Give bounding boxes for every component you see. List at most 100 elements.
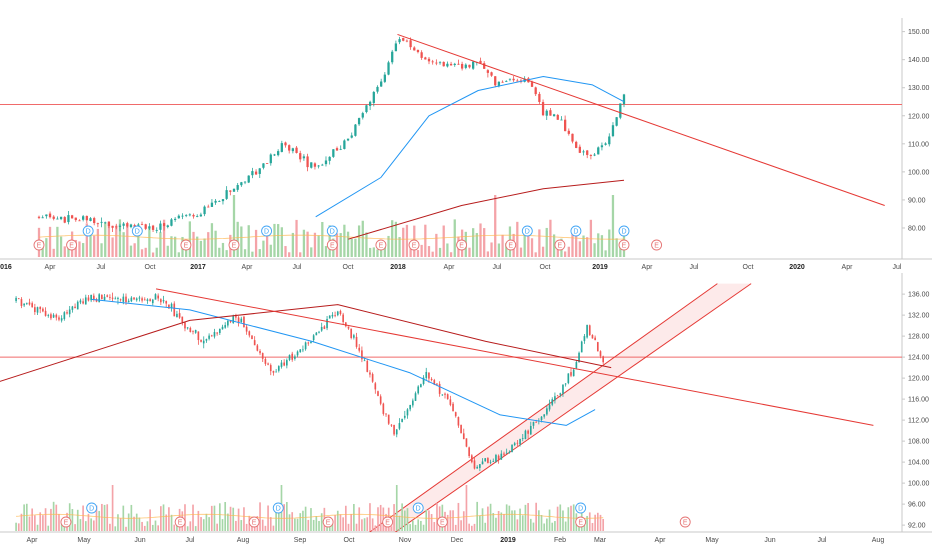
candle[interactable] bbox=[74, 217, 77, 222]
daily-price-pane[interactable]: EDE EDE EDE EDE136.00132.00128.00124.00120.… bbox=[0, 273, 932, 544]
candle[interactable] bbox=[218, 200, 221, 203]
candle[interactable] bbox=[420, 383, 422, 388]
candle[interactable] bbox=[446, 61, 449, 68]
candle[interactable] bbox=[486, 69, 490, 78]
earnings-marker[interactable]: E bbox=[456, 239, 468, 251]
candle[interactable] bbox=[580, 340, 583, 353]
candle[interactable] bbox=[288, 354, 291, 362]
candle[interactable] bbox=[600, 142, 604, 151]
candle[interactable] bbox=[586, 149, 589, 159]
candle[interactable] bbox=[42, 307, 44, 313]
candle[interactable] bbox=[424, 56, 427, 60]
candle[interactable] bbox=[197, 331, 200, 345]
candle[interactable] bbox=[339, 145, 342, 151]
candle[interactable] bbox=[398, 418, 401, 431]
candle[interactable] bbox=[251, 335, 253, 340]
candle[interactable] bbox=[192, 330, 194, 335]
candle[interactable] bbox=[138, 295, 141, 302]
candle[interactable] bbox=[31, 301, 34, 308]
candle[interactable] bbox=[380, 78, 383, 87]
candle[interactable] bbox=[484, 457, 487, 462]
earnings-marker[interactable]: E bbox=[174, 516, 186, 528]
candle[interactable] bbox=[326, 316, 328, 331]
candle[interactable] bbox=[602, 355, 605, 365]
candle[interactable] bbox=[283, 359, 285, 367]
candle[interactable] bbox=[353, 333, 355, 340]
dividend-marker[interactable]: D bbox=[261, 225, 273, 237]
candle[interactable] bbox=[50, 312, 52, 321]
candle[interactable] bbox=[521, 434, 524, 442]
candle[interactable] bbox=[512, 76, 515, 82]
candle[interactable] bbox=[66, 309, 68, 315]
candle[interactable] bbox=[253, 336, 256, 346]
candle[interactable] bbox=[332, 149, 335, 158]
candle[interactable] bbox=[302, 345, 304, 353]
candle[interactable] bbox=[236, 182, 239, 192]
candle[interactable] bbox=[438, 381, 441, 397]
earnings-marker[interactable]: E bbox=[33, 239, 45, 251]
candle[interactable] bbox=[288, 144, 291, 154]
candle[interactable] bbox=[420, 50, 423, 60]
candle[interactable] bbox=[611, 122, 615, 138]
candle[interactable] bbox=[596, 341, 599, 352]
candle[interactable] bbox=[599, 350, 602, 359]
candle[interactable] bbox=[63, 311, 66, 321]
candle[interactable] bbox=[92, 293, 95, 302]
candle[interactable] bbox=[615, 116, 618, 127]
candle[interactable] bbox=[570, 368, 572, 378]
candle[interactable] bbox=[216, 332, 218, 336]
candle[interactable] bbox=[374, 381, 377, 394]
candle[interactable] bbox=[336, 310, 339, 317]
candle[interactable] bbox=[159, 220, 162, 233]
ma-long-line[interactable] bbox=[348, 179, 625, 240]
candle[interactable] bbox=[205, 338, 208, 343]
earnings-marker[interactable]: E bbox=[180, 239, 192, 251]
candle[interactable] bbox=[546, 405, 548, 416]
candle[interactable] bbox=[189, 326, 192, 333]
candle[interactable] bbox=[258, 167, 261, 179]
candle[interactable] bbox=[442, 61, 445, 67]
candle[interactable] bbox=[106, 294, 109, 298]
candle[interactable] bbox=[347, 326, 350, 330]
candle[interactable] bbox=[122, 222, 125, 230]
candle[interactable] bbox=[563, 115, 567, 132]
candle[interactable] bbox=[82, 298, 84, 305]
candle[interactable] bbox=[529, 421, 532, 435]
candle[interactable] bbox=[425, 367, 428, 381]
candle[interactable] bbox=[422, 375, 425, 386]
candle[interactable] bbox=[256, 344, 259, 352]
candle[interactable] bbox=[15, 296, 17, 303]
dividend-marker[interactable]: D bbox=[86, 502, 98, 514]
candle[interactable] bbox=[513, 441, 516, 447]
candle[interactable] bbox=[519, 438, 521, 447]
candle[interactable] bbox=[313, 162, 317, 170]
candle[interactable] bbox=[59, 216, 63, 221]
candle[interactable] bbox=[157, 293, 159, 302]
candle[interactable] bbox=[492, 458, 495, 462]
candle[interactable] bbox=[34, 303, 36, 315]
candle[interactable] bbox=[90, 294, 92, 303]
candle[interactable] bbox=[103, 293, 106, 301]
candle[interactable] bbox=[227, 319, 229, 328]
candle[interactable] bbox=[538, 91, 541, 104]
candle[interactable] bbox=[572, 368, 575, 377]
candle[interactable] bbox=[395, 428, 398, 438]
candle[interactable] bbox=[589, 154, 593, 160]
candle[interactable] bbox=[476, 465, 479, 469]
candle[interactable] bbox=[203, 205, 206, 217]
candle[interactable] bbox=[208, 333, 210, 341]
earnings-marker[interactable]: E bbox=[382, 516, 394, 528]
earnings-marker[interactable]: E bbox=[554, 239, 566, 251]
candle[interactable] bbox=[554, 392, 556, 404]
candle[interactable] bbox=[176, 310, 178, 318]
candle[interactable] bbox=[264, 356, 267, 366]
candle[interactable] bbox=[104, 221, 107, 224]
earnings-marker[interactable]: E bbox=[505, 239, 517, 251]
candle[interactable] bbox=[79, 298, 82, 305]
candle[interactable] bbox=[385, 413, 387, 417]
candle[interactable] bbox=[524, 429, 527, 440]
earnings-marker[interactable]: E bbox=[248, 516, 260, 528]
candle[interactable] bbox=[286, 358, 288, 369]
earnings-marker[interactable]: E bbox=[436, 516, 448, 528]
candle[interactable] bbox=[240, 316, 243, 324]
